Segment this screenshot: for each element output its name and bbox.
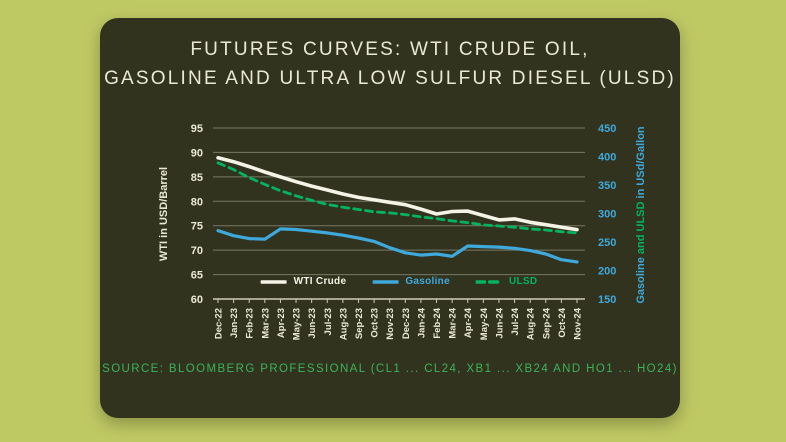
left-axis-tick-label: 80 (191, 196, 203, 208)
x-tick-label: May-23 (292, 308, 303, 340)
left-axis-tick-label: 85 (191, 172, 203, 184)
right-axis-title-part: Gasoline (635, 254, 647, 304)
series-line-wti-crude (216, 156, 579, 232)
source-note: SOURCE: BLOOMBERG PROFESSIONAL (CL1 ... … (102, 363, 678, 375)
legend-item-gasoline: Gasoline (372, 276, 450, 287)
chart-card: FUTURES CURVES: WTI CRUDE OIL, GASOLINE … (100, 18, 680, 418)
legend-swatch (372, 279, 399, 284)
left-axis-tick-label: 90 (191, 147, 203, 159)
x-tick-label: Mar-24 (448, 307, 459, 338)
x-tick-label: Dec-23 (401, 308, 412, 339)
chart-title-line1: FUTURES CURVES: WTI CRUDE OIL, (190, 39, 590, 60)
x-tick-label: Jul-23 (323, 308, 334, 335)
right-axis-title: Gasoline and ULSD in USd/Gallon (635, 126, 647, 303)
right-axis-tick-label: 300 (598, 209, 616, 221)
right-axis-tick-label: 450 (598, 123, 616, 135)
x-tick-label: Jun-23 (307, 308, 318, 339)
legend-item-ulsd: ULSD (475, 276, 538, 287)
left-axis-tick-label: 65 (191, 270, 203, 282)
legend-swatch (260, 279, 287, 284)
right-axis-tick-label: 200 (598, 266, 616, 278)
x-tick-label: Nov-24 (573, 307, 584, 339)
x-tick-label: Apr-24 (463, 307, 474, 338)
legend-label: Gasoline (405, 276, 450, 287)
legend-label: WTI Crude (293, 276, 347, 287)
right-axis-tick-label: 150 (598, 294, 616, 306)
left-axis-title: WTI in USD/Barrel (158, 166, 170, 262)
legend-swatch (475, 279, 502, 284)
legend-item-wti-crude: WTI Crude (260, 276, 347, 287)
right-axis-title-part: in USd/Gallon (635, 126, 647, 202)
series-line-ulsd (216, 161, 579, 235)
right-axis-tick-label: 400 (598, 152, 616, 164)
left-axis-tick-label: 60 (191, 294, 203, 306)
chart-title: FUTURES CURVES: WTI CRUDE OIL, GASOLINE … (100, 35, 680, 93)
x-tick-label: Oct-23 (370, 308, 381, 338)
x-tick-label: Nov-23 (385, 308, 396, 340)
x-tick-label: Aug-24 (526, 307, 537, 340)
left-axis-tick-label: 95 (191, 123, 203, 135)
left-axis-tick-label: 75 (191, 221, 203, 233)
legend-label: ULSD (508, 276, 538, 287)
x-tick-label: Dec-22 (214, 308, 225, 339)
chart-legend: WTI Crude Gasoline ULSD (260, 276, 538, 287)
x-tick-label: Sep-24 (541, 307, 552, 339)
x-tick-label: Jan-23 (229, 308, 240, 338)
left-axis-tick-label: 70 (191, 245, 203, 257)
x-tick-label: Sep-23 (354, 308, 365, 339)
x-tick-label: Jan-24 (416, 307, 427, 338)
futures-curves-chart: 95 90 85 80 75 70 65 60 450 400 350 300 250 200 150 Dec… (191, 123, 617, 340)
x-tick-label: Mar-23 (260, 308, 271, 339)
x-tick-label: Jun-24 (494, 307, 505, 338)
x-tick-label: May-24 (479, 307, 490, 340)
x-tick-label: Feb-24 (432, 307, 443, 338)
right-axis-title-part: and ULSD (635, 201, 647, 255)
chart-title-line2: GASOLINE AND ULTRA LOW SULFUR DIESEL (UL… (104, 68, 676, 89)
series-line-gasoline (216, 227, 579, 264)
x-tick-label: Oct-24 (557, 307, 568, 337)
right-axis-tick-label: 250 (598, 237, 616, 249)
x-tick-label: Feb-23 (245, 308, 256, 339)
x-tick-label: Apr-23 (276, 308, 287, 338)
x-tick-label: Aug-23 (338, 308, 349, 340)
right-axis-tick-label: 350 (598, 180, 616, 192)
x-tick-label: Jul-24 (510, 307, 521, 335)
